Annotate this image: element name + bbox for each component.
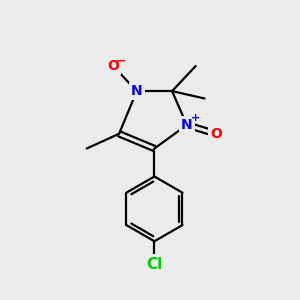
Text: N: N: [131, 84, 142, 98]
Text: Cl: Cl: [146, 257, 163, 272]
Text: O: O: [107, 59, 119, 73]
Text: N: N: [181, 118, 193, 132]
Text: +: +: [190, 112, 200, 123]
Text: O: O: [210, 127, 222, 141]
Text: −: −: [116, 54, 127, 67]
